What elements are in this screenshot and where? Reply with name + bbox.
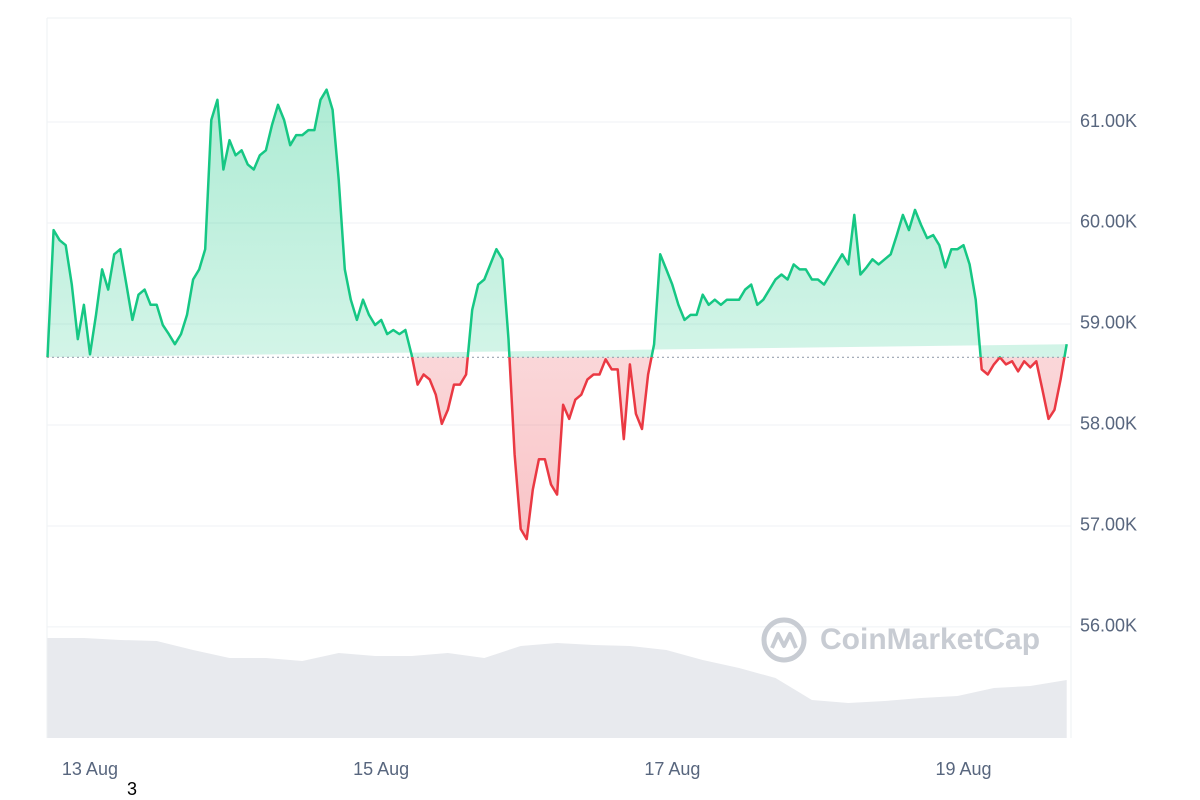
x-tick-label: 13 Aug bbox=[62, 759, 118, 779]
annotation: 3 bbox=[127, 779, 137, 799]
watermark-text: CoinMarketCap bbox=[820, 623, 1040, 656]
watermark-logo bbox=[761, 617, 807, 663]
area-down bbox=[47, 357, 1065, 540]
price-line-up bbox=[46, 88, 1068, 358]
x-tick-label: 17 Aug bbox=[644, 759, 700, 779]
watermark-logo-mark bbox=[770, 632, 798, 649]
area-up bbox=[47, 89, 1067, 358]
x-tick-label: 19 Aug bbox=[936, 759, 992, 779]
y-tick-label: 61.00K bbox=[1080, 111, 1137, 131]
y-tick-label: 60.00K bbox=[1080, 212, 1137, 232]
plot-frame bbox=[46, 17, 1072, 738]
watermark: CoinMarketCap bbox=[761, 617, 1040, 663]
price-line-down bbox=[47, 357, 1066, 541]
y-tick-label: 57.00K bbox=[1080, 515, 1137, 535]
volume-area bbox=[47, 638, 1067, 738]
x-tick-label: 15 Aug bbox=[353, 759, 409, 779]
y-tick-label: 58.00K bbox=[1080, 414, 1137, 434]
y-tick-label: 59.00K bbox=[1080, 313, 1137, 333]
y-tick-label: 56.00K bbox=[1080, 616, 1137, 636]
